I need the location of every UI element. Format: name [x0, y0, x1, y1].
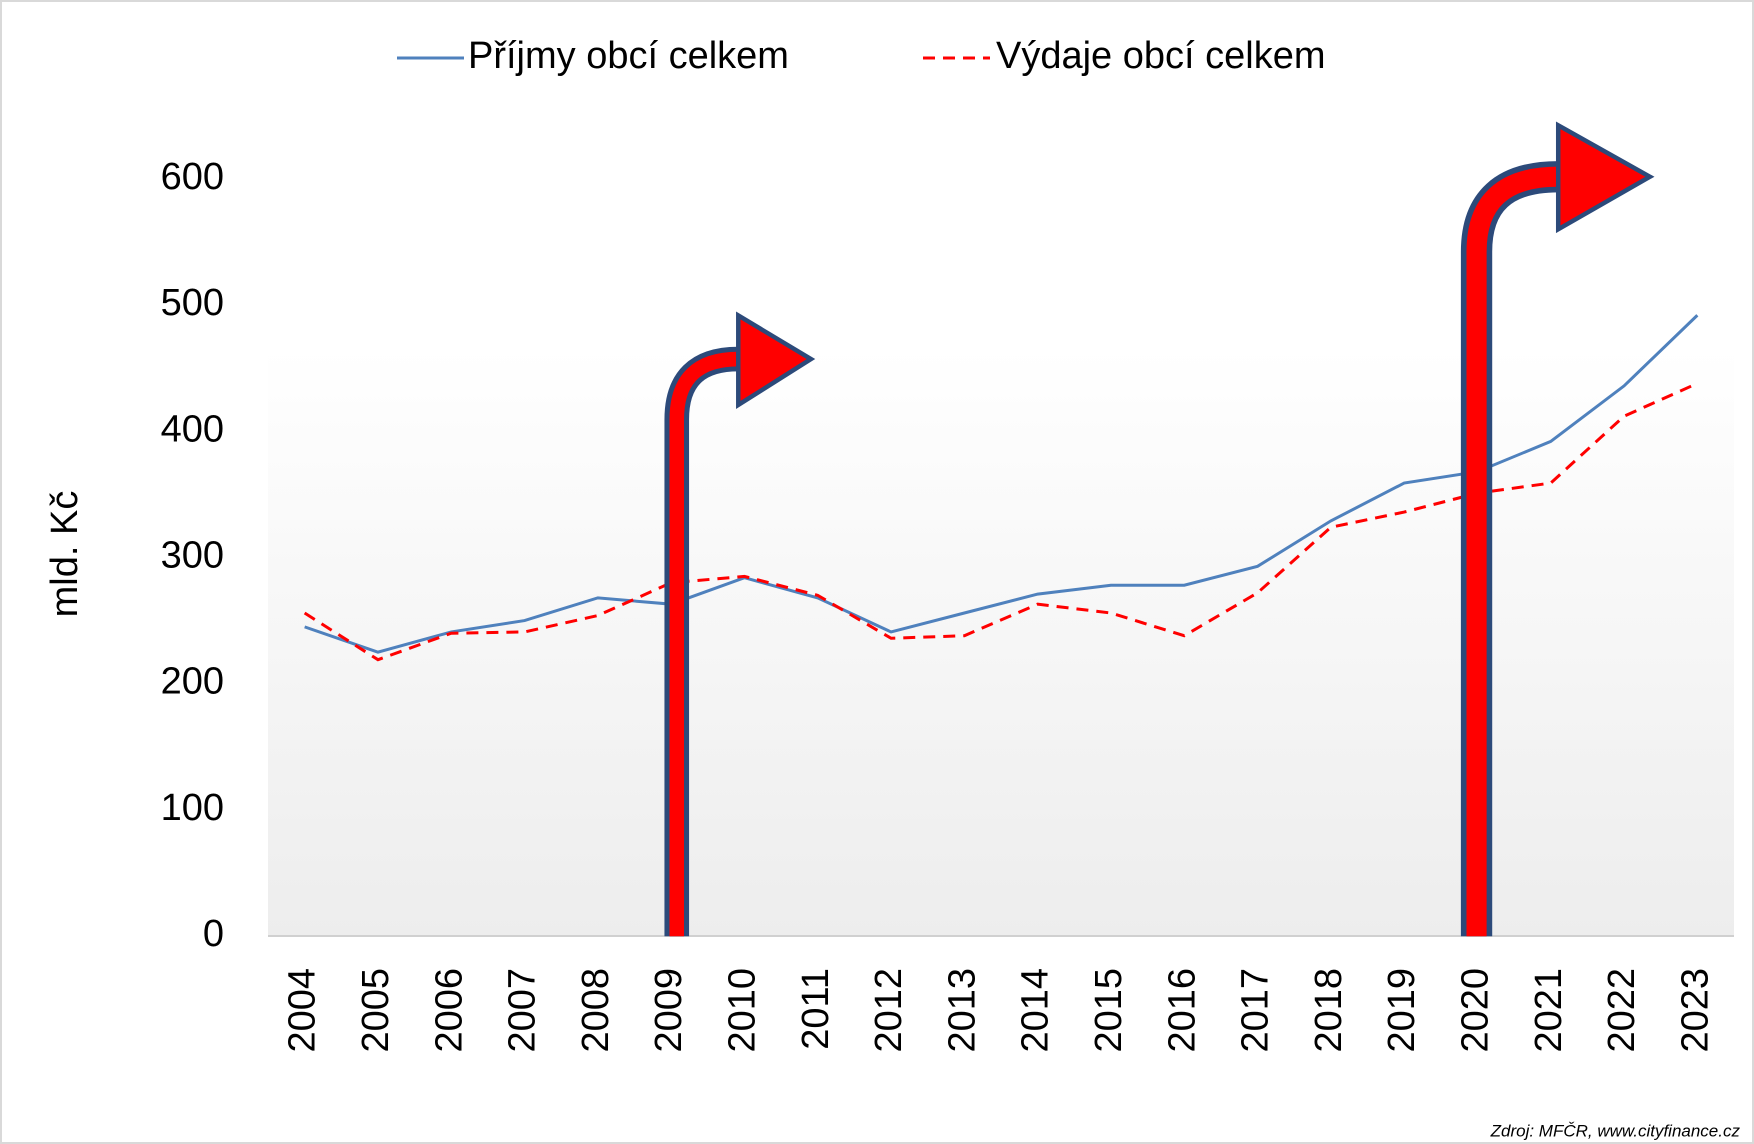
- series-line: [303, 382, 1698, 662]
- x-tick-label: 2018: [1308, 968, 1350, 1053]
- x-tick-label: 2004: [282, 968, 324, 1053]
- x-tick-label: 2021: [1528, 968, 1570, 1053]
- x-tick-label: 2008: [575, 968, 617, 1053]
- x-tick-label: 2014: [1015, 968, 1057, 1053]
- y-tick-label: 500: [161, 282, 224, 324]
- source: Zdroj: MFČR, www.cityfinance.cz: [1490, 1121, 1741, 1140]
- y-tick-label: 300: [161, 535, 224, 577]
- x-tick-label: 2006: [428, 968, 470, 1053]
- x-tick-label: 2017: [1235, 968, 1277, 1053]
- x-tick-label: 2010: [721, 968, 763, 1053]
- arrows: [664, 121, 1655, 937]
- arrow-shaft: [669, 351, 739, 937]
- x-tick-label: 2009: [648, 968, 690, 1053]
- legend-label: Výdaje obcí celkem: [996, 35, 1326, 77]
- x-tick-label: 2022: [1601, 968, 1643, 1053]
- x-tick-label: 2019: [1381, 968, 1423, 1053]
- x-tick-label: 2012: [868, 968, 910, 1053]
- x-tick-label: 2020: [1454, 968, 1496, 1053]
- y-tick-label: 0: [203, 913, 224, 955]
- plot-background: [268, 347, 1734, 936]
- arrow-head: [1555, 121, 1655, 234]
- y-tick-label: 400: [161, 408, 224, 450]
- x-tick-label: 2007: [502, 968, 544, 1053]
- x-tick-label: 2013: [941, 968, 983, 1053]
- x-tick-label: 2005: [355, 968, 397, 1053]
- x-tick-label: 2015: [1088, 968, 1130, 1053]
- arrow-shaft: [1466, 166, 1559, 937]
- arrow-head: [736, 311, 816, 409]
- y-axis-title: mld. Kč: [44, 491, 86, 618]
- legend-label: Příjmy obcí celkem: [468, 35, 789, 77]
- y-tick-label: 100: [161, 787, 224, 829]
- x-tick-label: 2023: [1674, 968, 1716, 1053]
- x-tick-label: 2016: [1161, 968, 1203, 1053]
- y-tick-label: 200: [161, 661, 224, 703]
- x-tick-label: 2011: [795, 968, 837, 1050]
- y-tick-label: 600: [161, 156, 224, 198]
